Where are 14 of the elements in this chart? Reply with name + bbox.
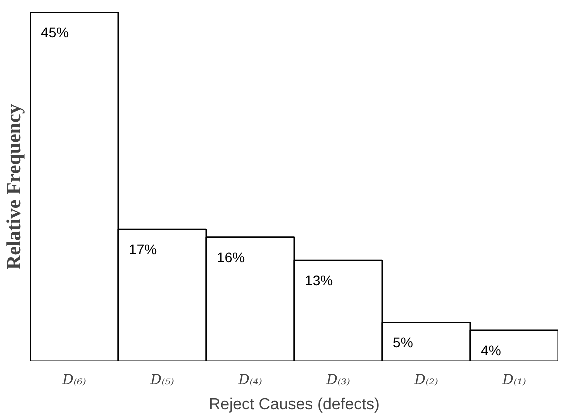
data-label: 5%: [393, 334, 414, 351]
x-axis-title: Reject Causes (defects): [209, 396, 380, 414]
x-tick-label: D₍₄₎: [238, 372, 263, 388]
x-tick-label: D₍₃₎: [326, 372, 351, 388]
data-label: 4%: [481, 342, 502, 358]
data-label: 13%: [305, 272, 334, 289]
data-label: 16%: [217, 249, 246, 266]
x-tick-label: D₍₆₎: [62, 372, 87, 388]
x-tick-label: D₍₂₎: [414, 372, 439, 388]
data-label: 45%: [41, 24, 70, 40]
x-tick-label: D₍₁₎: [502, 372, 527, 388]
x-tick-label: D₍₅₎: [150, 372, 175, 388]
y-axis-title: Relative Frequency: [4, 104, 26, 270]
data-label: 17%: [129, 242, 158, 258]
